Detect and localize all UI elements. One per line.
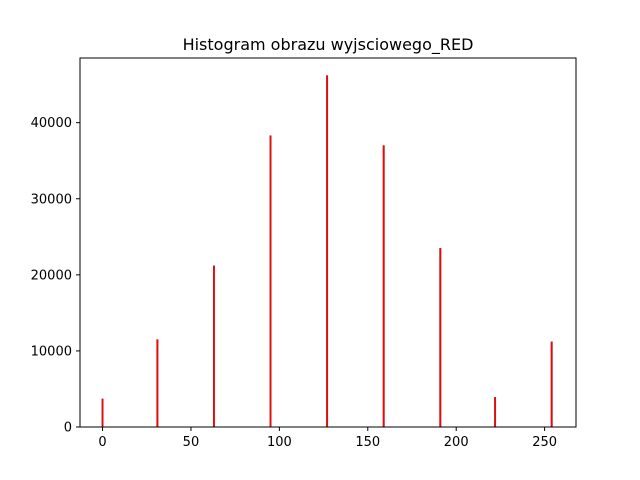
x-tick-label: 250 xyxy=(532,435,557,450)
x-tick-label: 200 xyxy=(444,435,469,450)
y-axis-ticks: 0 10000 20000 30000 40000 xyxy=(31,116,80,436)
histogram-bar xyxy=(212,265,215,428)
y-tick-label: 20000 xyxy=(31,268,72,283)
histogram-bar xyxy=(156,339,159,428)
x-tick-label: 0 xyxy=(98,435,106,450)
histogram-bar xyxy=(382,145,385,428)
y-tick-label: 40000 xyxy=(31,116,72,131)
plot-frame xyxy=(79,57,577,428)
chart-title: Histogram obrazu wyjsciowego_RED xyxy=(183,35,474,55)
x-axis-ticks: 0 50 100 150 200 250 xyxy=(98,427,557,450)
x-tick-label: 100 xyxy=(267,435,292,450)
histogram-bar xyxy=(269,135,272,428)
y-tick-label: 0 xyxy=(64,421,72,436)
histogram-bar xyxy=(550,341,553,428)
histogram-bar xyxy=(326,75,329,428)
histogram-bar xyxy=(439,248,442,428)
y-tick-label: 10000 xyxy=(31,344,72,359)
y-tick-label: 30000 xyxy=(31,192,72,207)
x-tick-label: 150 xyxy=(355,435,380,450)
histogram-bar xyxy=(494,397,497,428)
histogram-bar xyxy=(101,398,104,428)
bars-layer xyxy=(101,75,553,428)
x-tick-label: 50 xyxy=(183,435,200,450)
